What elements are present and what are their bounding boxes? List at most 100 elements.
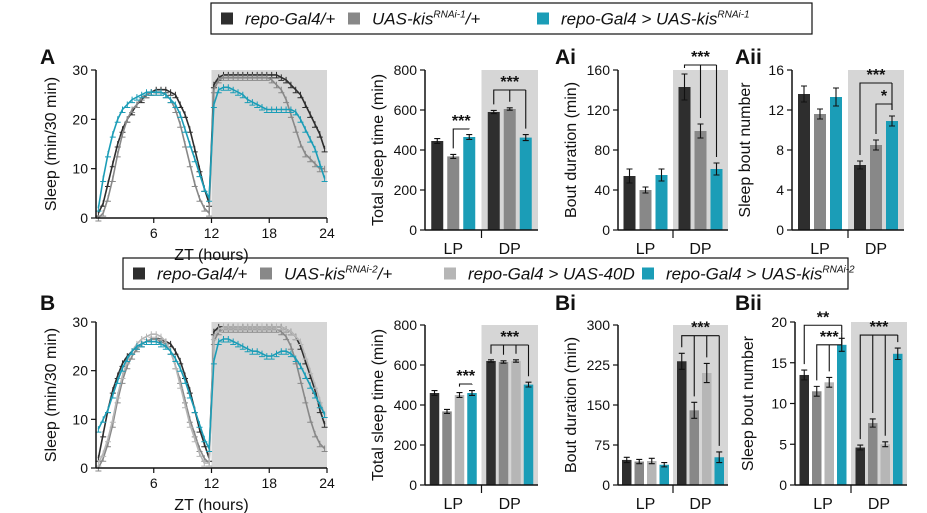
legend-label: UAS-kisRNAi-2/+ xyxy=(284,265,392,284)
x-category-label: LP xyxy=(443,496,463,513)
y-tick-label: 10 xyxy=(72,411,88,427)
significance-bracket xyxy=(493,89,527,129)
significance-label: *** xyxy=(500,329,519,346)
legend-text: repo-Gal4/+ xyxy=(157,265,247,284)
error-bar xyxy=(522,134,529,142)
legend-superscript: RNAi-1 xyxy=(717,10,749,21)
bar xyxy=(710,169,723,230)
significance-label: *** xyxy=(867,67,886,84)
y-tick-label: 12 xyxy=(768,102,784,118)
significance-label: ** xyxy=(817,309,830,326)
bar xyxy=(870,145,882,230)
y-tick-label: 4 xyxy=(776,182,784,198)
legend-text: repo-Gal4/+ xyxy=(245,10,335,29)
error-bar xyxy=(678,352,685,370)
chart-ai-bout-duration: 0 40 80 120 160 LP DP Bout duration (min) *** xyxy=(563,49,728,258)
y-tick-label: 400 xyxy=(394,397,418,413)
chart-a-total-sleep: 0 200 400 600 800 LP DP Total sleep time (min) *… xyxy=(370,62,538,258)
significance-label: *** xyxy=(820,329,839,346)
bar xyxy=(837,344,847,485)
bar xyxy=(799,374,809,485)
x-category-label: LP xyxy=(810,241,830,258)
error-bar xyxy=(857,444,864,451)
error-bar xyxy=(648,457,655,465)
y-tick-label: 0 xyxy=(409,222,417,238)
legend-row-2: repo-Gal4/+ UAS-kisRNAi-2/+ repo-Gal4 > UA… xyxy=(122,257,855,290)
y-tick-label: 150 xyxy=(587,397,611,413)
legend-text: repo-Gal4 > UAS-kis xyxy=(561,10,718,29)
bar xyxy=(442,411,452,485)
bar xyxy=(463,137,476,230)
series-line-4 xyxy=(97,338,326,452)
x-category-label: DP xyxy=(689,241,711,258)
dark-phase-shade xyxy=(211,322,327,468)
error-bar xyxy=(626,168,633,184)
error-bar xyxy=(469,390,475,396)
significance-label: *** xyxy=(691,320,710,337)
y-tick-label: 225 xyxy=(587,357,611,373)
series-errorbars-3 xyxy=(95,84,328,212)
significance-bracket xyxy=(859,334,899,440)
bar xyxy=(702,373,712,485)
x-category-label: LP xyxy=(813,496,833,513)
error-bar xyxy=(801,369,808,381)
significance-label: *** xyxy=(500,74,519,91)
legend-label: UAS-kisRNAi-1/+ xyxy=(372,10,480,29)
panel-label-a: A xyxy=(40,46,55,69)
y-tick-label: 16 xyxy=(768,62,784,78)
y-tick-label: 200 xyxy=(394,437,418,453)
bar xyxy=(678,87,691,230)
y-tick-label: 8 xyxy=(776,142,784,158)
series-errorbars-3 xyxy=(95,323,328,467)
y-tick-label: 0 xyxy=(779,477,787,493)
y-tick-label: 120 xyxy=(587,102,611,118)
panel-label-aii: Aii xyxy=(735,46,762,69)
bar xyxy=(655,175,668,230)
x-tick-label: 6 xyxy=(150,225,158,241)
bar xyxy=(498,362,509,485)
y-tick-label: 10 xyxy=(72,161,88,177)
bar xyxy=(854,165,866,230)
panel-label-bii: Bii xyxy=(735,292,762,315)
error-bar xyxy=(434,138,441,144)
y-tick-label: 30 xyxy=(72,314,88,330)
legend-text: repo-Gal4 > UAS-40D xyxy=(468,265,635,284)
legend-label: repo-Gal4 > UAS-kisRNAi-1 xyxy=(561,10,750,29)
error-bar xyxy=(431,390,438,396)
y-tick-label: 40 xyxy=(594,182,610,198)
error-bar xyxy=(813,385,820,397)
x-tick-label: 24 xyxy=(319,475,335,491)
chart-bi-bout-duration: 0 75 150 225 300 LP DP Bout duration (min) *** xyxy=(563,317,728,513)
error-bar xyxy=(873,139,879,151)
legend-label: repo-Gal4/+ xyxy=(157,265,247,284)
dark-phase-shade xyxy=(211,70,327,218)
y-tick-label: 800 xyxy=(394,317,418,333)
bar xyxy=(812,391,822,485)
bar xyxy=(647,461,657,485)
legend-swatch xyxy=(260,267,272,280)
y-tick-label: 20 xyxy=(771,314,787,330)
error-bar xyxy=(894,347,901,361)
bar xyxy=(893,353,903,485)
x-category-label: DP xyxy=(868,496,890,513)
x-category-label: DP xyxy=(865,241,887,258)
significance-bracket xyxy=(490,344,530,377)
bar xyxy=(634,461,644,485)
error-bar xyxy=(869,418,876,428)
bar xyxy=(623,176,636,230)
error-bar xyxy=(882,441,889,448)
error-bar xyxy=(658,168,665,182)
y-tick-label: 200 xyxy=(394,182,418,198)
y-tick-label: 75 xyxy=(594,437,610,453)
error-bar xyxy=(506,107,513,111)
bar xyxy=(639,190,652,230)
error-bar xyxy=(817,108,823,120)
bar xyxy=(677,361,687,485)
legend-swatch xyxy=(444,267,456,280)
bar xyxy=(523,384,534,485)
chart-b-total-sleep: 0 200 400 600 800 LP DP Total sleep time (min) *… xyxy=(370,317,538,513)
significance-label: * xyxy=(881,88,888,105)
y-tick-label: 20 xyxy=(72,363,88,379)
legend-swatch xyxy=(642,267,654,280)
